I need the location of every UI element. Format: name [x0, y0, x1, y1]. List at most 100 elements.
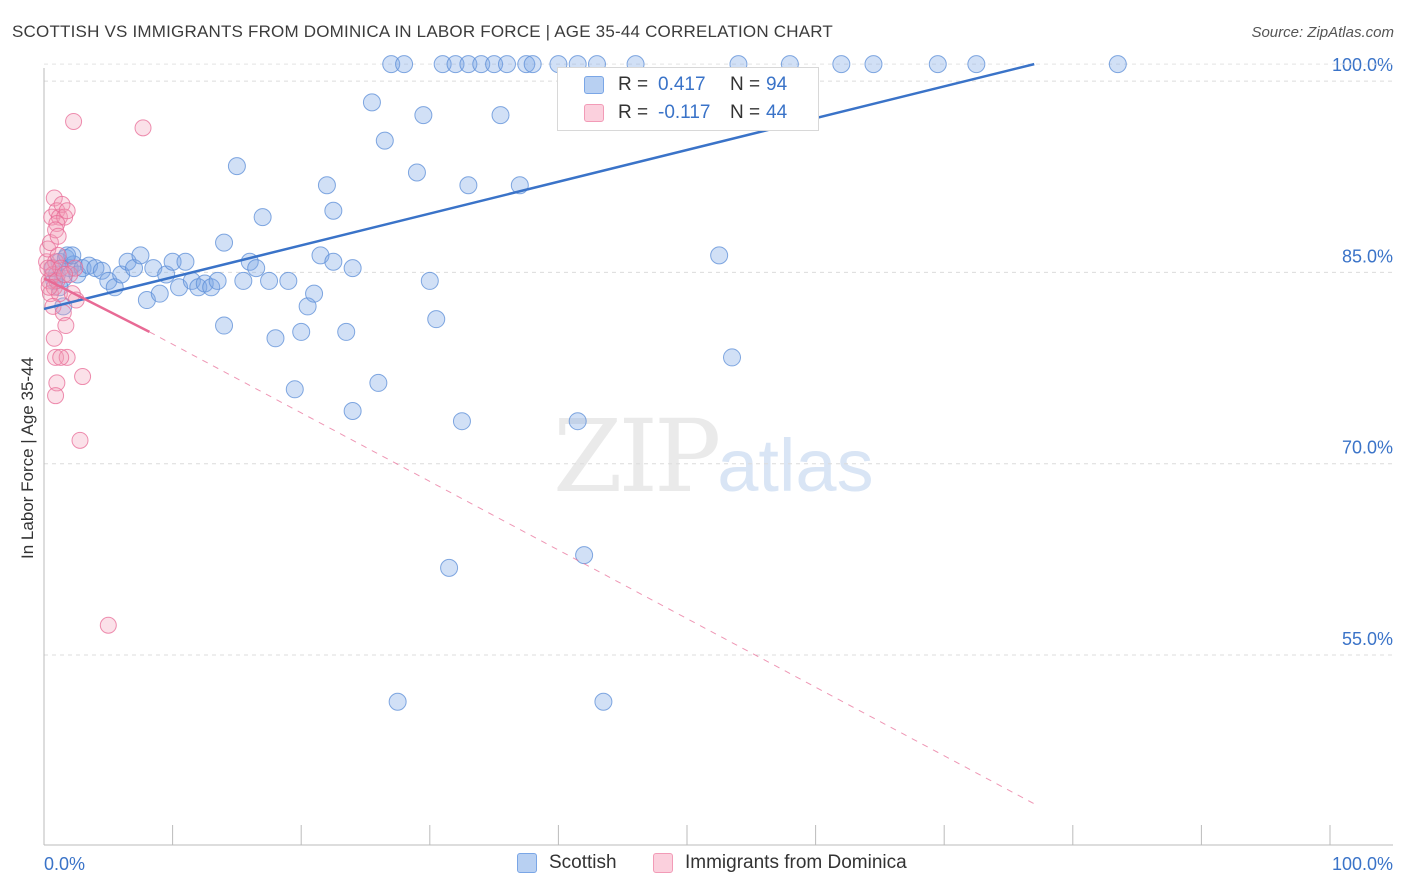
dominica-trend-extension: [149, 331, 1035, 805]
scottish-point: [568, 412, 587, 431]
dominica-point: [134, 119, 152, 137]
dominica-point: [66, 259, 84, 277]
scottish-point: [292, 322, 311, 341]
scottish-point: [163, 252, 182, 271]
scottish-point: [517, 55, 536, 74]
dominica-point: [74, 368, 92, 386]
scottish-point: [440, 558, 459, 577]
scottish-point: [305, 284, 324, 303]
scottish-point: [253, 208, 272, 227]
scottish-point: [710, 246, 729, 265]
series-legend: Scottish Immigrants from Dominica: [0, 852, 1406, 878]
scottish-point: [369, 373, 388, 392]
dominica-point: [57, 317, 75, 335]
legend-r-value: -0.117: [658, 102, 711, 123]
scottish-point: [247, 259, 266, 278]
legend-swatch-scottish: [517, 853, 537, 873]
dominica-point: [99, 616, 117, 634]
scottish-point: [523, 55, 542, 74]
scottish-trend-line: [43, 62, 1035, 311]
scottish-point: [266, 329, 285, 348]
scottish-point: [362, 93, 381, 112]
dominica-trend-line: [43, 277, 151, 334]
legend-row-dominica: R = -0.117 N = 44: [584, 102, 788, 124]
scottish-point: [150, 284, 169, 303]
dominica-point: [48, 215, 66, 233]
scottish-point: [433, 55, 452, 74]
scottish-point: [343, 401, 362, 420]
legend-r-label: R =: [618, 74, 649, 95]
scottish-point: [382, 55, 401, 74]
legend-r-value: 0.417: [658, 74, 706, 95]
scottish-point: [131, 246, 150, 265]
scottish-point: [864, 55, 883, 74]
scottish-point: [491, 106, 510, 125]
dominica-point: [58, 348, 76, 366]
scottish-point: [388, 692, 407, 711]
scottish-point: [594, 692, 613, 711]
scottish-point: [459, 176, 478, 195]
legend-item-dominica[interactable]: Immigrants from Dominica: [653, 852, 907, 874]
legend-n-value: 94: [766, 74, 788, 95]
scottish-point: [202, 278, 221, 297]
stats-legend: R = 0.417 N = 94 R = -0.117 N = 44: [557, 67, 819, 131]
x-tick-label: 100.0%: [1332, 854, 1393, 874]
y-tick-label: 55.0%: [1342, 629, 1393, 649]
scottish-point: [459, 55, 478, 74]
scottish-point: [227, 157, 246, 176]
scottish-point: [497, 55, 516, 74]
scottish-point: [485, 55, 504, 74]
scottish-point: [215, 233, 234, 252]
scottish-point: [208, 271, 227, 290]
scottish-point: [324, 201, 343, 220]
scottish-point: [337, 322, 356, 341]
scottish-point: [575, 546, 594, 565]
scottish-point: [928, 55, 947, 74]
y-tick-label: 100.0%: [1332, 55, 1393, 75]
scottish-point: [420, 271, 439, 290]
dominica-point: [48, 374, 66, 392]
scottish-point: [723, 348, 742, 367]
y-tick-label: 85.0%: [1342, 246, 1393, 266]
dominica-point: [39, 259, 57, 277]
dominica-point: [58, 202, 76, 220]
legend-row-scottish: R = 0.417 N = 94: [584, 74, 788, 96]
chart-title: SCOTTISH VS IMMIGRANTS FROM DOMINICA IN …: [12, 22, 833, 41]
dominica-point: [45, 329, 63, 347]
legend-item-scottish[interactable]: Scottish: [517, 852, 617, 874]
scottish-point: [446, 55, 465, 74]
dominica-point: [47, 348, 65, 366]
legend-label-dominica: Immigrants from Dominica: [685, 852, 907, 873]
legend-r-label: R =: [618, 102, 649, 123]
legend-swatch-scottish: [584, 76, 604, 94]
legend-label-scottish: Scottish: [549, 852, 617, 873]
scottish-point: [395, 55, 414, 74]
scottish-point: [317, 176, 336, 195]
dominica-point: [52, 348, 70, 366]
scottish-point: [234, 271, 253, 290]
legend-swatch-dominica: [584, 104, 604, 122]
scottish-point: [427, 310, 446, 329]
watermark-atlas: atlas: [717, 424, 874, 507]
scottish-point: [832, 55, 851, 74]
watermark-zip: ZIP: [553, 398, 721, 515]
x-tick-label: 0.0%: [44, 854, 85, 874]
legend-swatch-dominica: [653, 853, 673, 873]
scottish-point: [967, 55, 986, 74]
legend-n-label: N =: [730, 74, 761, 95]
dominica-point: [49, 227, 67, 245]
scottish-point: [375, 131, 394, 150]
scottish-point: [414, 106, 433, 125]
dominica-point: [56, 266, 74, 284]
dominica-point: [49, 246, 67, 264]
legend-n-value: 44: [766, 102, 788, 123]
scottish-point: [407, 163, 426, 182]
scottish-point: [324, 252, 343, 271]
scottish-point: [472, 55, 491, 74]
dominica-point: [65, 112, 83, 130]
source-label: Source: ZipAtlas.com: [1251, 24, 1394, 41]
scottish-point: [452, 412, 471, 431]
dominica-point: [71, 431, 89, 449]
y-tick-label: 70.0%: [1342, 438, 1393, 458]
